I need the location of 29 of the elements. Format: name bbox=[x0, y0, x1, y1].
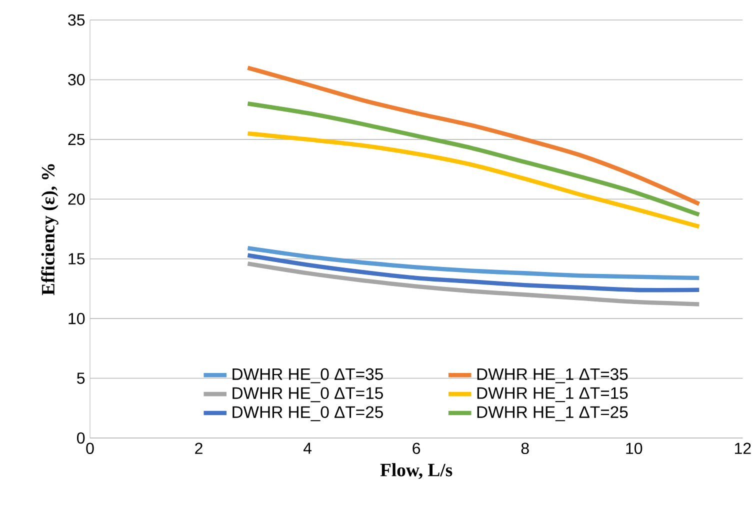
x-tick-label: 10 bbox=[626, 442, 642, 454]
x-axis-title: Flow, L/s bbox=[380, 463, 452, 480]
y-tick-label: 0 bbox=[77, 432, 85, 444]
legend-label: DWHR HE_0 ΔT=15 bbox=[232, 387, 383, 402]
x-tick-label: 0 bbox=[86, 442, 94, 454]
line-series bbox=[246, 253, 702, 292]
line-series bbox=[246, 66, 702, 206]
line-series bbox=[246, 262, 702, 306]
y-tick-label: 30 bbox=[68, 74, 85, 86]
legend-label: DWHR HE_1 ΔT=35 bbox=[477, 368, 628, 384]
y-tick-label: 15 bbox=[68, 253, 85, 264]
legend-label: DWHR HE_1 ΔT=15 bbox=[477, 387, 628, 402]
y-tick-label: 25 bbox=[68, 134, 85, 146]
legend-label: DWHR HE_0 ΔT=35 bbox=[232, 368, 383, 384]
y-axis-title: Efficiency (ε), % bbox=[41, 164, 58, 296]
line-series bbox=[246, 131, 702, 229]
x-tick-label: 8 bbox=[521, 442, 529, 454]
y-tick-label: 35 bbox=[68, 14, 85, 26]
line-series bbox=[246, 246, 702, 280]
x-tick-label: 12 bbox=[734, 442, 751, 454]
x-tick-label: 4 bbox=[303, 442, 312, 454]
x-tick-label: 2 bbox=[195, 442, 202, 454]
y-tick-label: 5 bbox=[77, 372, 85, 384]
line-series bbox=[246, 101, 702, 217]
legend-label: DWHR HE_1 ΔT=25 bbox=[477, 406, 628, 422]
x-tick-label: 6 bbox=[412, 442, 420, 454]
y-tick-label: 10 bbox=[68, 312, 85, 324]
y-tick-label: 20 bbox=[68, 193, 85, 205]
legend-label: DWHR HE_0 ΔT=25 bbox=[232, 406, 383, 422]
